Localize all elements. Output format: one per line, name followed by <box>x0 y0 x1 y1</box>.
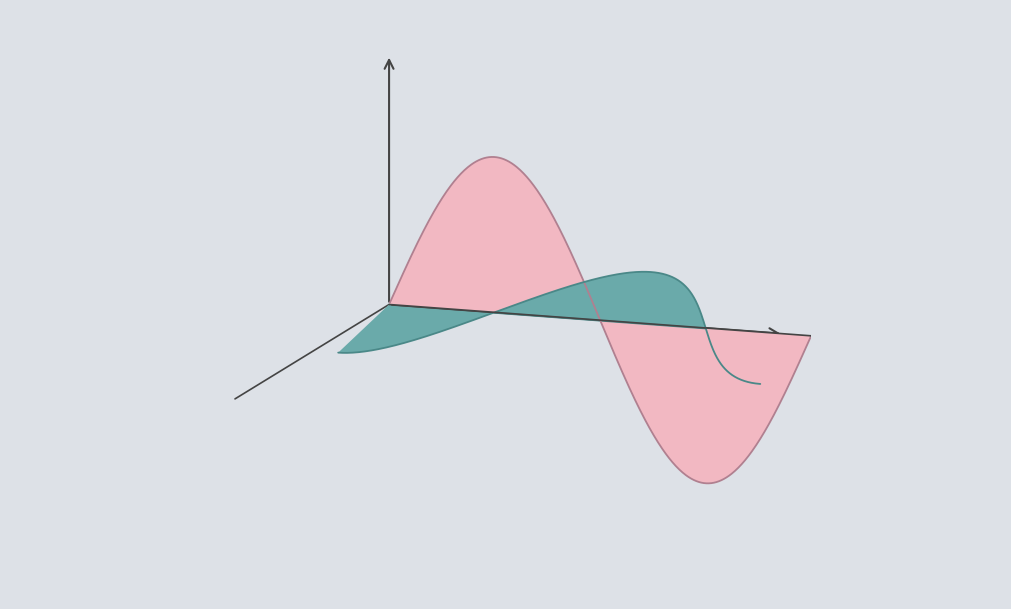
Polygon shape <box>600 320 811 484</box>
Polygon shape <box>389 157 600 320</box>
Polygon shape <box>338 304 811 384</box>
Polygon shape <box>494 272 705 328</box>
